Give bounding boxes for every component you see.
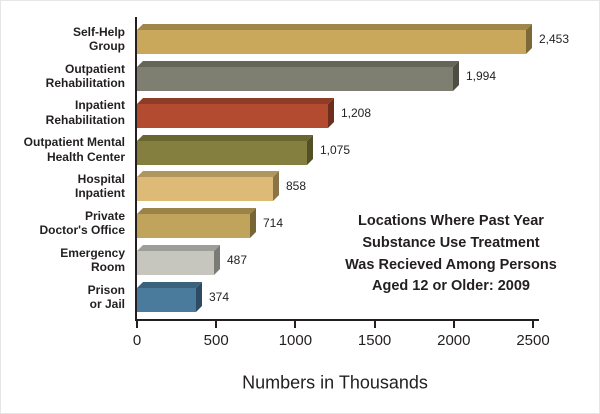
tick-label: 2500 — [516, 332, 550, 349]
bar-row: 1,075 — [137, 134, 533, 165]
chart-title: Locations Where Past Year Substance Use T… — [345, 211, 557, 298]
category-label: Outpatient Rehabilitation — [45, 61, 125, 90]
chart-title-line: Locations Where Past Year — [358, 213, 544, 229]
bar-front-face — [137, 214, 250, 239]
tick-mark — [373, 321, 376, 328]
value-label: 714 — [263, 216, 284, 231]
bar: 714 — [137, 208, 283, 239]
bar-front-face — [137, 29, 526, 54]
tick-mark — [136, 321, 138, 328]
tick-mark — [532, 321, 534, 328]
tick-label: 1500 — [357, 332, 392, 349]
tick-mark — [294, 321, 297, 328]
x-axis-label: Numbers in Thousands — [242, 372, 428, 393]
category-label: Inpatient Rehabilitation — [45, 98, 125, 127]
bar-side-face — [453, 60, 459, 91]
bar-row: 858 — [137, 171, 533, 202]
category-label: Outpatient Mental Health Center — [23, 135, 125, 164]
bar-row: 487 — [137, 245, 533, 276]
value-label: 2,453 — [539, 31, 570, 46]
tick-label: 0 — [132, 332, 142, 349]
bar-row: 714 — [137, 208, 533, 239]
bar: 858 — [137, 171, 306, 202]
value-label: 858 — [286, 179, 307, 194]
tick-label: 1000 — [278, 332, 313, 349]
bar-row: 2,453 — [137, 23, 569, 54]
tick-label: 2000 — [437, 332, 471, 349]
value-label: 487 — [227, 253, 248, 268]
bar-side-face — [196, 282, 202, 312]
bar-front-face — [137, 251, 214, 276]
category-label: Prison or Jail — [87, 282, 125, 311]
bar-side-face — [307, 134, 313, 165]
x-axis-line — [135, 319, 539, 321]
bar: 374 — [137, 282, 229, 312]
bar: 1,075 — [137, 134, 350, 165]
bar-row: 1,994 — [137, 60, 533, 91]
category-label: Private Doctor's Office — [39, 209, 125, 238]
category-label: Self-Help Group — [72, 24, 125, 53]
bar-front-face — [137, 288, 196, 312]
tick-mark — [215, 321, 218, 328]
bar-front-face — [137, 66, 453, 91]
bar: 1,208 — [137, 97, 371, 128]
chart-title-line: Aged 12 or Older: 2009 — [372, 278, 530, 295]
bar: 1,994 — [137, 60, 496, 91]
bar-side-face — [526, 23, 532, 54]
chart-title-line: Substance Use Treatment — [362, 234, 540, 251]
value-label: 1,208 — [341, 105, 372, 120]
bar-row: 1,208 — [137, 97, 533, 128]
category-labels: Self-Help Group Outpatient Rehabilitation In… — [1, 17, 131, 319]
bar-side-face — [273, 171, 279, 202]
chart-title-line: Was Recieved Among Persons — [345, 256, 557, 273]
bar: 487 — [137, 245, 247, 276]
tick-label: 500 — [203, 332, 229, 349]
category-label: Hospital Inpatient — [75, 172, 125, 201]
bar-front-face — [137, 177, 273, 202]
bar-side-face — [250, 208, 256, 239]
bar-side-face — [214, 245, 220, 276]
value-label: 374 — [209, 290, 230, 304]
bar-front-face — [137, 103, 328, 128]
category-label: Emergency Room — [60, 245, 125, 275]
y-axis-line — [135, 17, 137, 321]
tick-mark — [452, 321, 455, 328]
bar-row: 374 — [137, 282, 533, 312]
bar-rows: 2,453 1,994 1,208 1,075 858 714 487 374 — [137, 17, 569, 319]
value-label: 1,075 — [320, 142, 351, 157]
bar-side-face — [328, 97, 334, 128]
bar-front-face — [137, 140, 307, 165]
value-label: 1,994 — [466, 68, 497, 83]
bar: 2,453 — [137, 23, 569, 54]
